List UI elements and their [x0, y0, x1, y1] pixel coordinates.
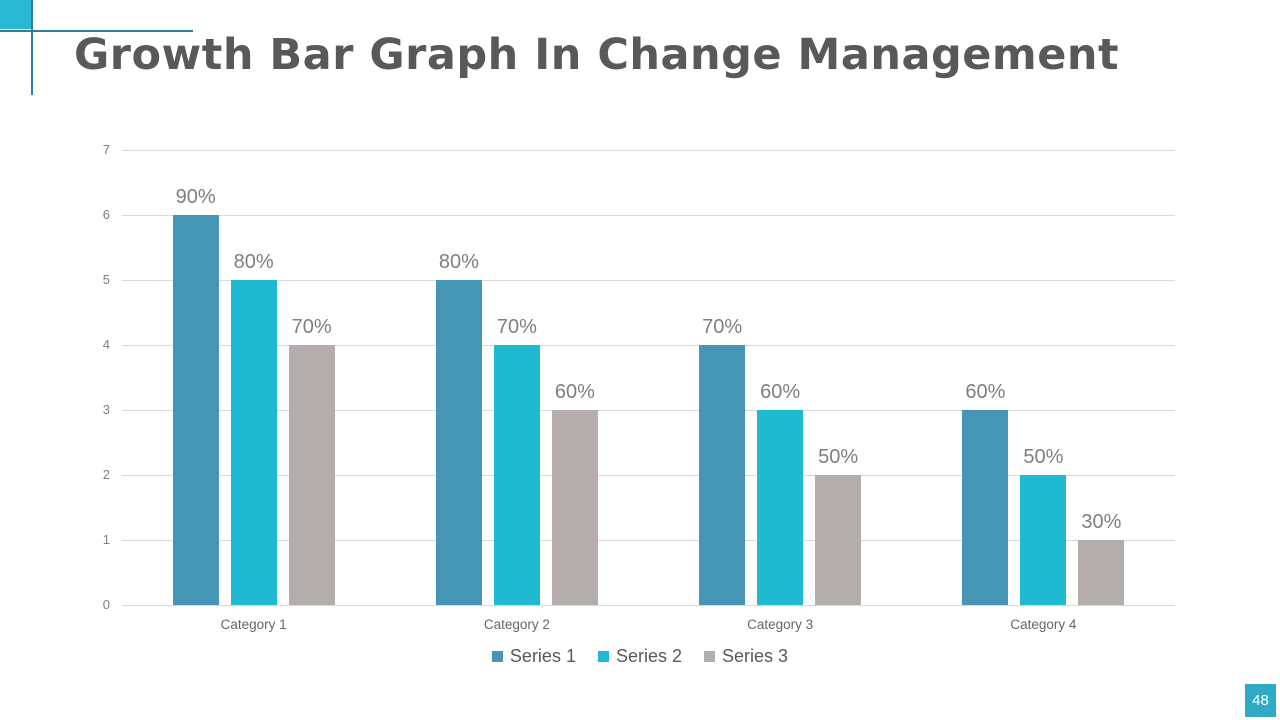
slide-title: Growth Bar Graph In Change Management — [74, 30, 1120, 80]
bar-data-label: 50% — [1023, 446, 1064, 468]
bar-series3-category2 — [551, 410, 598, 605]
legend-swatch-icon — [704, 651, 716, 662]
y-axis-tick-label: 4 — [102, 337, 110, 352]
gridline — [122, 344, 1175, 346]
x-axis-category-label: Category 4 — [1010, 617, 1077, 632]
bar-series1-category3 — [699, 345, 746, 605]
y-axis-tick-label: 3 — [102, 402, 110, 417]
legend-item-series-1: Series 1 — [491, 646, 576, 667]
bar-data-label: 60% — [760, 381, 801, 403]
bar-data-label: 30% — [1081, 511, 1122, 533]
gridline — [122, 149, 1175, 151]
gridline — [122, 539, 1175, 541]
legend-item-series-2: Series 2 — [597, 646, 683, 667]
x-axis-category-label: Category 2 — [483, 617, 550, 632]
bar-data-label: 80% — [233, 251, 274, 273]
bar-series3-category4 — [1078, 540, 1125, 605]
bar-series2-category3 — [757, 410, 804, 605]
y-axis-tick-label: 2 — [102, 467, 110, 482]
bar-data-label: 60% — [554, 381, 595, 403]
bar-series2-category4 — [1020, 475, 1067, 605]
legend-label: Series 2 — [615, 646, 683, 666]
bar-data-label: 60% — [965, 381, 1006, 403]
bar-data-label: 90% — [175, 186, 216, 208]
x-axis-category-label: Category 1 — [220, 617, 287, 632]
gridline — [122, 279, 1175, 281]
bar-series3-category1 — [288, 345, 335, 605]
page-number-badge: 48 — [1245, 684, 1276, 717]
legend-label: Series 3 — [722, 646, 789, 666]
bar-series2-category1 — [230, 280, 277, 605]
bar-data-label: 70% — [496, 316, 537, 338]
gridline — [122, 604, 1175, 606]
y-axis-tick-label: 7 — [102, 142, 110, 157]
decorative-vertical-line — [31, 0, 33, 95]
bar-series1-category2 — [435, 280, 482, 605]
bar-data-label: 80% — [438, 251, 479, 273]
chart-legend: Series 1 Series 2 Series 3 — [0, 646, 1280, 667]
gridline — [122, 474, 1175, 476]
bar-series2-category2 — [493, 345, 540, 605]
legend-item-series-3: Series 3 — [704, 646, 788, 667]
bar-series1-category4 — [962, 410, 1009, 605]
y-axis-tick-label: 5 — [102, 272, 110, 287]
bar-data-label: 70% — [291, 316, 332, 338]
x-axis-category-label: Category 3 — [747, 617, 814, 632]
gridline — [122, 214, 1175, 216]
gridline — [122, 409, 1175, 411]
y-axis-tick-label: 0 — [102, 597, 110, 612]
decorative-horizontal-line — [0, 30, 193, 32]
legend-swatch-icon — [491, 651, 503, 662]
bar-data-label: 70% — [702, 316, 743, 338]
bar-series3-category3 — [815, 475, 862, 605]
legend-swatch-icon — [597, 651, 609, 662]
y-axis-tick-label: 1 — [102, 532, 110, 547]
y-axis-tick-label: 6 — [102, 207, 110, 222]
page-number: 48 — [1252, 692, 1269, 709]
bar-data-label: 50% — [818, 446, 859, 468]
bar-series1-category1 — [172, 215, 219, 605]
corner-accent-square-icon — [0, 0, 31, 29]
legend-label: Series 1 — [509, 646, 576, 666]
